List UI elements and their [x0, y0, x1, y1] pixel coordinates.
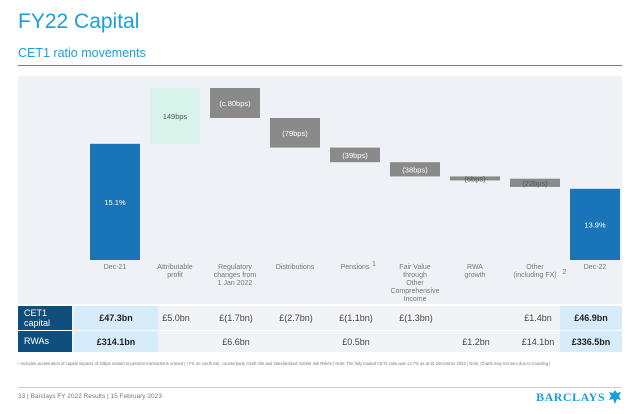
table-cell [385, 331, 447, 352]
table-cell: £0.5bn [342, 336, 370, 347]
waterfall-bar [450, 176, 500, 181]
footnote-marker: 1 [372, 261, 376, 268]
category-label: profit [167, 272, 183, 279]
chart-subtitle: CET1 ratio movements [18, 46, 146, 60]
row-header-line: RWAs [24, 336, 50, 346]
cet1-capital-row: CET1 capital £47.3bn £5.0bn £(1.7bn) £(2… [18, 306, 622, 330]
bar-value-label: 149bps [163, 112, 188, 121]
table-cell [445, 306, 507, 330]
dec21-highlight [74, 306, 158, 330]
dec22-highlight [560, 331, 622, 352]
category-label: Distributions [276, 264, 315, 271]
table-cell: £47.3bn [99, 313, 133, 323]
row-header-line: CET1 [24, 308, 48, 318]
category-label: Fair Value [399, 264, 430, 271]
table-cell: £1.2bn [462, 336, 490, 347]
category-label: RWA [467, 264, 483, 271]
bar-value-label: (c.80bps) [219, 99, 251, 108]
table-cell: £(1.3bn) [399, 313, 433, 323]
bar-value-label: (22bps) [522, 179, 548, 188]
waterfall-bar [570, 188, 620, 260]
category-label: Pensions [341, 264, 370, 271]
table-cell: £(1.1bn) [339, 313, 373, 323]
category-label: Income [404, 296, 427, 303]
row-header-line: capital [24, 318, 51, 328]
category-label: Other [526, 264, 544, 271]
waterfall-bar [150, 88, 200, 144]
bar-value-label: (6bps) [464, 174, 486, 183]
table-cell: £14.1bn [521, 336, 555, 347]
table-cell: £1.4bn [524, 313, 552, 323]
footer-text: 33 | Barclays FY 2022 Results | 15 Febru… [18, 393, 162, 400]
category-label: Regulatory [218, 264, 252, 271]
waterfall-bar [330, 147, 380, 163]
category-label: Dec-22 [584, 264, 607, 271]
table-cell: £46.9bn [574, 313, 608, 323]
waterfall-bar [210, 88, 260, 118]
category-label: growth [464, 272, 485, 279]
row-header-cet1: CET1 capital [18, 306, 72, 330]
footnote: ¹ Includes acceleration of capital impac… [18, 361, 551, 366]
category-label: (including FX) [513, 272, 556, 279]
page-title: FY22 Capital [18, 10, 140, 33]
category-label: Comprehensive [390, 288, 439, 295]
table-cell [265, 331, 327, 352]
dec21-highlight [74, 331, 158, 352]
row-header-rwas: RWAs [18, 331, 72, 352]
table-cell: £6.6bn [222, 336, 250, 347]
bar-value-label: (38bps) [402, 165, 428, 174]
category-label: Attributable [157, 264, 193, 271]
table-cell: £(2.7bn) [279, 313, 313, 323]
table-cell: £314.1bn [96, 336, 136, 347]
logo-wordmark: BARCLAYS [536, 389, 605, 404]
bar-value-label: 13.9% [584, 220, 606, 229]
bar-value-label: (39bps) [342, 151, 368, 160]
table-cell [145, 331, 207, 352]
waterfall-bar [390, 162, 440, 177]
row-background [18, 331, 622, 352]
footer-divider [18, 387, 622, 388]
category-label: through [403, 272, 427, 279]
waterfall-bar [510, 178, 560, 187]
category-label: Other [406, 280, 424, 287]
table-cell: £(1.7bn) [219, 313, 253, 323]
bar-value-label: 15.1% [104, 198, 126, 207]
waterfall-bar [90, 143, 140, 260]
waterfall-bar [270, 117, 320, 148]
rwas-row: RWAs £314.1bn £6.6bn £0.5bn £1.2bn £14.1… [18, 331, 622, 352]
table-cell: £5.0bn [162, 313, 190, 323]
table-cell: £336.5bn [571, 336, 611, 347]
title-divider [18, 65, 622, 66]
bar-value-label: (79bps) [282, 129, 308, 138]
category-label: 1 Jan 2022 [218, 280, 253, 287]
footnote-marker: 2 [563, 269, 567, 276]
category-label: Dec-21 [104, 264, 127, 271]
dec22-highlight [560, 306, 622, 330]
eagle-icon [609, 390, 621, 404]
category-label: changes from [214, 272, 257, 279]
barclays-logo: BARCLAYS [536, 389, 622, 405]
